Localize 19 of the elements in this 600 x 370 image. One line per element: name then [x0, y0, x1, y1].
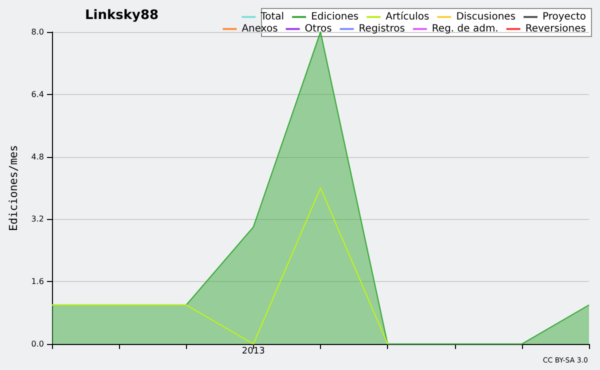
y-tick-label: 6.4 — [31, 90, 44, 99]
y-tick-label: 4.8 — [31, 152, 44, 162]
legend-label: Discusiones — [456, 12, 516, 22]
legend-label: Reg. de adm. — [432, 24, 498, 34]
y-tick-label: 0.0 — [31, 340, 44, 348]
y-axis-title: Ediciones/mes — [7, 144, 20, 232]
legend-label: Total — [260, 12, 284, 22]
legend-label: Registros — [358, 24, 405, 34]
y-tick-label: 8.0 — [31, 28, 44, 36]
y-tick-label: 3.2 — [31, 214, 44, 224]
legend-label: Anexos — [242, 24, 278, 34]
x-tick-label: 2013 — [242, 346, 265, 356]
legend-label: Otros — [304, 24, 332, 34]
legend-label: Ediciones — [311, 12, 359, 22]
legend-label: Reversiones — [525, 24, 586, 34]
legend-label: Proyecto — [542, 12, 586, 22]
chart-title: Linksky88 — [85, 8, 159, 23]
y-tick-label: 1.6 — [31, 277, 44, 286]
legend-label: Artículos — [386, 12, 430, 22]
